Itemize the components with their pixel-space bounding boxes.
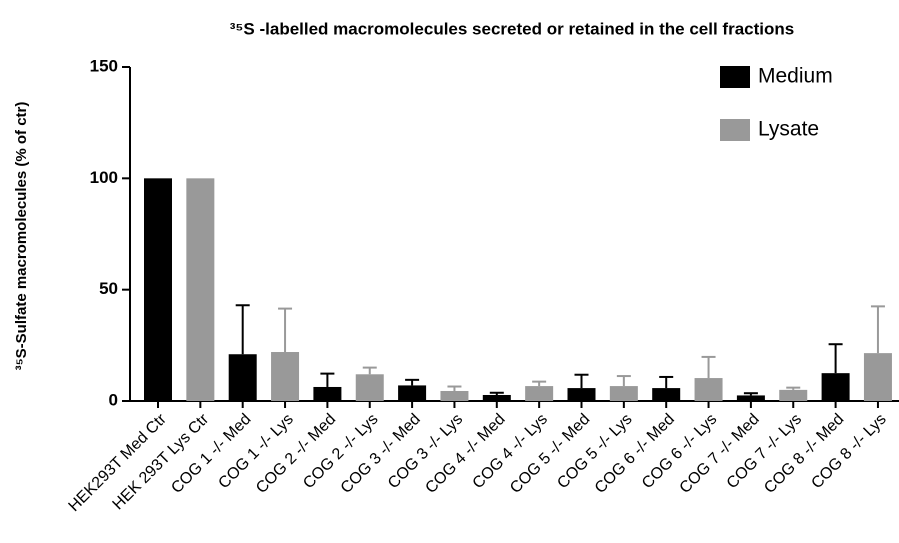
x-tick-label: COG 6 -/- Lys — [639, 411, 720, 492]
x-tick-label: COG 5 -/- Lys — [554, 411, 635, 492]
bar — [863, 353, 892, 401]
bar — [567, 388, 596, 401]
bar — [609, 386, 638, 401]
y-tick-label: 150 — [90, 56, 118, 75]
x-tick-label: COG 2 -/- Lys — [300, 411, 381, 492]
legend-swatch — [720, 119, 750, 141]
bar — [271, 352, 300, 401]
x-tick-label: COG 1 -/- Lys — [215, 411, 296, 492]
bar — [398, 385, 427, 401]
bar — [355, 374, 384, 401]
legend-label: Medium — [758, 65, 833, 88]
bar — [144, 178, 172, 401]
y-tick-label: 0 — [109, 390, 118, 409]
chart-title: ³⁵S -labelled macromolecules secreted or… — [230, 19, 794, 38]
bar — [440, 390, 469, 401]
bar — [821, 373, 850, 401]
legend-label: Lysate — [758, 118, 819, 141]
x-tick-label: COG 3 -/- Lys — [385, 411, 466, 492]
bar — [652, 388, 681, 401]
bar — [736, 395, 765, 401]
y-tick-label: 100 — [90, 168, 118, 187]
x-tick-label: COG 4 -/- Lys — [470, 411, 551, 492]
bar — [694, 378, 723, 401]
x-tick-label: COG 8 -/- Lys — [808, 411, 889, 492]
bar — [482, 394, 511, 401]
y-tick-label: 50 — [99, 279, 118, 298]
x-tick-label: COG 7 -/- Lys — [724, 411, 805, 492]
bar — [228, 354, 257, 401]
bar — [313, 386, 342, 401]
bar — [525, 386, 554, 401]
legend-swatch — [720, 66, 750, 88]
bar — [186, 178, 215, 401]
y-axis-label: ³⁵S-Sulfate macromolecules (% of ctr) — [13, 102, 30, 371]
bar — [779, 389, 808, 401]
